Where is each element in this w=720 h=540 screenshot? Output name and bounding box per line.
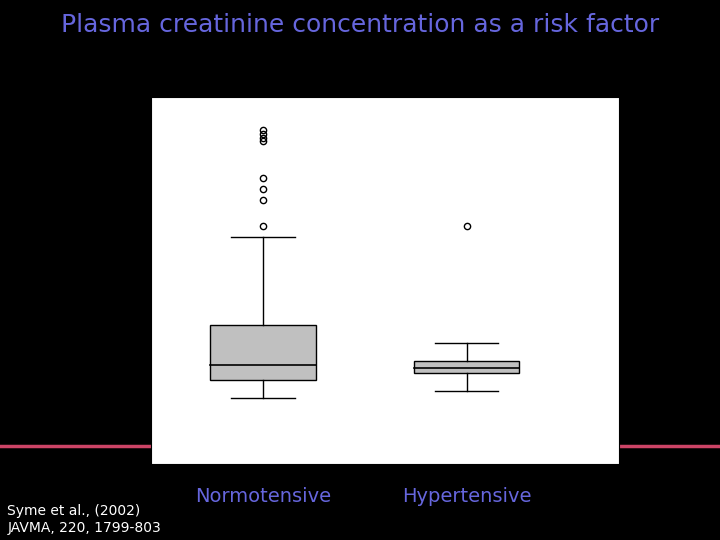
Text: Plasma creatinine concentration as a risk factor: Plasma creatinine concentration as a ris… <box>61 14 659 37</box>
Text: Hypertensive: Hypertensive <box>402 487 531 507</box>
Bar <box>210 325 316 380</box>
Text: Syme et al., (2002)
JAVMA, 220, 1799-803: Syme et al., (2002) JAVMA, 220, 1799-803 <box>7 504 161 535</box>
Text: Normotensive: Normotensive <box>195 487 331 507</box>
Y-axis label: Plasma Creatinine: Plasma Creatinine <box>106 212 121 350</box>
Bar <box>414 361 520 373</box>
